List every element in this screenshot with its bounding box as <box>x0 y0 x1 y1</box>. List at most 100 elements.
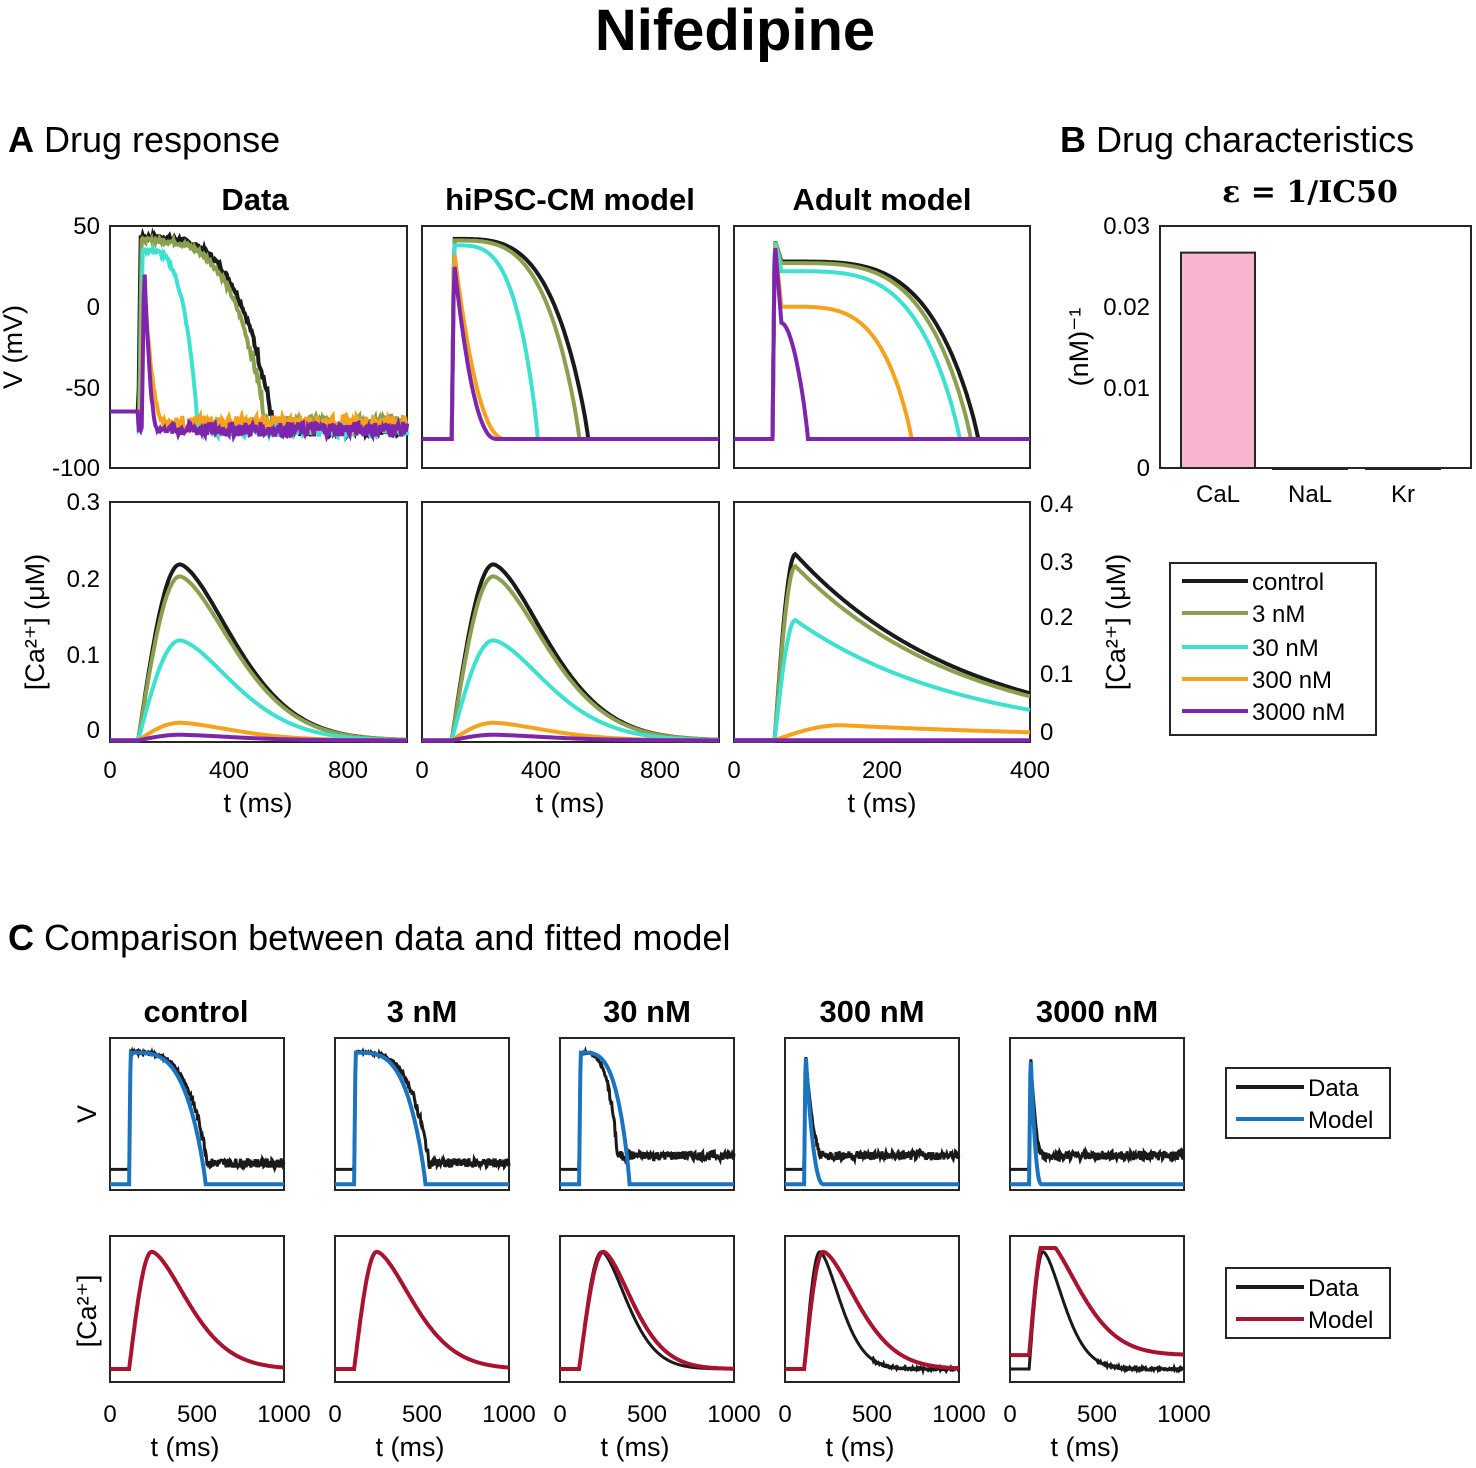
c-ca-data-300-nm-line <box>785 1250 961 1377</box>
c-v-data-30-nm-line <box>560 1045 736 1171</box>
a-v-data-3000-nm-line <box>110 274 409 444</box>
a-ca-tick-0.3: 0.3 <box>67 489 100 516</box>
c-xtick-30-nm-500: 500 <box>627 1401 667 1428</box>
c-axes: 0 500 1000 t (ms) 0 500 1000 t (ms) 0 500 1000 t (m… <box>103 1037 1211 1462</box>
legend-a-label-30nm: 30 nM <box>1252 635 1319 662</box>
a-xtick-adult-400: 400 <box>1010 757 1050 784</box>
b-bar-nal <box>1272 467 1348 470</box>
a-ca-adult-30-nm-line <box>734 617 1031 743</box>
legend-a-label-300nm: 300 nM <box>1252 667 1332 694</box>
c-v-model-3000-nm-line <box>1010 1061 1184 1187</box>
c-axes-v-control <box>109 1037 285 1191</box>
c-xtick-30-nm-1000: 1000 <box>707 1401 760 1428</box>
c-ca-model-3-nm-line <box>335 1249 510 1371</box>
a-v-hipsc-3000-nm-line <box>422 266 719 441</box>
legend-a: control 3 nM 30 nM 300 nM 3000 nM <box>1169 562 1377 736</box>
c-xtick-30-nm-0: 0 <box>553 1401 566 1428</box>
a-v-adult-curves <box>734 240 1030 441</box>
axes-a-v-adult <box>733 225 1031 469</box>
b-ytick-0.02: 0.02 <box>1103 294 1150 321</box>
c-ca-model-control-line <box>110 1249 285 1371</box>
a-ca-adult-300-nm-line <box>734 723 1031 743</box>
a-xtick-data-400: 400 <box>209 757 249 784</box>
c-row-label-ca: [Ca²⁺] <box>72 1275 102 1348</box>
axes-a-v-data <box>109 225 408 469</box>
a-xtick-adult-0: 0 <box>727 757 740 784</box>
a-ca-hipsc-3000-nm-line <box>422 732 719 743</box>
panel-b-heading: B Drug characteristics <box>1060 119 1414 160</box>
c-row-label-v: V <box>72 1105 102 1123</box>
b-xtick-kr: Kr <box>1391 481 1415 508</box>
panel-a-heading: A Drug response <box>8 119 280 160</box>
c-col-title-3nm: 3 nM <box>387 994 458 1029</box>
panel-b-title: Drug characteristics <box>1096 119 1414 160</box>
b-xtick-cal: CaL <box>1196 481 1240 508</box>
c-axes-ca-3-nm <box>334 1235 510 1383</box>
a-ca-data-3-nm-line <box>110 574 407 743</box>
c-xtick-3-nm-0: 0 <box>328 1401 341 1428</box>
c-v-model-30-nm-line <box>560 1050 734 1187</box>
a-ca-hipsc-3-nm-line <box>422 574 720 743</box>
b-bars <box>1180 251 1441 470</box>
b-bar-kr <box>1365 467 1441 470</box>
c-xtick-300-nm-500: 500 <box>852 1401 892 1428</box>
c-xtick-3000-nm-500: 500 <box>1077 1401 1117 1428</box>
panel-a-title: Drug response <box>44 119 280 160</box>
axes-a-v-hipsc <box>421 225 720 469</box>
c-axes-ca-3000-nm <box>1009 1235 1185 1383</box>
col-title-hipsc: hiPSC-CM model <box>445 182 695 217</box>
b-subtitle: ε = 1/IC50 <box>1222 175 1398 210</box>
c-xlabel-30-nm: t (ms) <box>601 1432 670 1462</box>
c-xtick-3-nm-1000: 1000 <box>482 1401 535 1428</box>
c-xtick-300-nm-1000: 1000 <box>932 1401 985 1428</box>
figure-title: Nifedipine <box>595 0 875 63</box>
a-xlabel-hipsc: t (ms) <box>536 788 605 818</box>
a-ca-tick-0: 0 <box>87 717 100 744</box>
a-ca-adult-3-nm-line <box>734 563 1031 743</box>
a-ca-adult-curves <box>734 551 1031 743</box>
c-v-data-control-line <box>110 1046 286 1174</box>
a-ca-rtick-0.3: 0.3 <box>1040 549 1073 576</box>
a-xtick-hipsc-400: 400 <box>521 757 561 784</box>
c-axes-v-300-nm <box>784 1037 960 1191</box>
a-ca-rtick-0.1: 0.1 <box>1040 661 1073 688</box>
a-v-tick-neg100: -100 <box>52 455 100 482</box>
c-ca-model-30-nm-line <box>560 1249 734 1371</box>
b-ytick-0: 0 <box>1137 455 1150 482</box>
c-xtick-control-0: 0 <box>103 1401 116 1428</box>
a-xlabel-adult: t (ms) <box>848 788 917 818</box>
legend-c-ca-label-model: Model <box>1308 1307 1373 1334</box>
c-axes-v-30-nm <box>559 1037 735 1191</box>
legend-c-v-label-model: Model <box>1308 1107 1373 1134</box>
a-v-data-300-nm-line <box>110 278 409 437</box>
c-col-title-30nm: 30 nM <box>603 994 691 1029</box>
c-col-title-3000nm: 3000 nM <box>1036 994 1158 1029</box>
legend-a-label-3000nm: 3000 nM <box>1252 699 1345 726</box>
c-v-model-3-nm-line <box>335 1050 509 1187</box>
a-v-tick-50: 50 <box>73 213 100 240</box>
a-ca-data-curves <box>110 562 408 743</box>
a-xtick-adult-200: 200 <box>862 757 902 784</box>
c-v-data-300-nm-line <box>785 1056 961 1171</box>
b-ytick-0.03: 0.03 <box>1103 213 1150 240</box>
a-xtick-data-0: 0 <box>103 757 116 784</box>
a-v-tick-0: 0 <box>87 294 100 321</box>
c-axes-v-3000-nm <box>1009 1037 1185 1191</box>
legend-c-v-box <box>1225 1067 1391 1139</box>
legend-c-v: Data Model <box>1225 1067 1391 1139</box>
c-axes-ca-300-nm <box>784 1235 960 1383</box>
b-ylabel: (nM)⁻¹ <box>1064 308 1094 387</box>
c-ca-model-3000-nm-line <box>1010 1246 1185 1358</box>
legend-c-ca-label-data: Data <box>1308 1275 1359 1302</box>
b-ytick-0.01: 0.01 <box>1103 375 1150 402</box>
c-xlabel-3-nm: t (ms) <box>376 1432 445 1462</box>
c-xtick-control-500: 500 <box>177 1401 217 1428</box>
c-axes-ca-30-nm <box>559 1235 735 1383</box>
legend-c-ca: Data Model <box>1225 1267 1391 1339</box>
c-ca-model-300-nm-line <box>785 1249 959 1371</box>
a-ca-rtick-0.4: 0.4 <box>1040 491 1073 518</box>
a-ca-rtick-0: 0 <box>1040 719 1053 746</box>
c-v-model-300-nm-line <box>785 1058 959 1187</box>
c-axes-ca-control <box>109 1235 285 1383</box>
